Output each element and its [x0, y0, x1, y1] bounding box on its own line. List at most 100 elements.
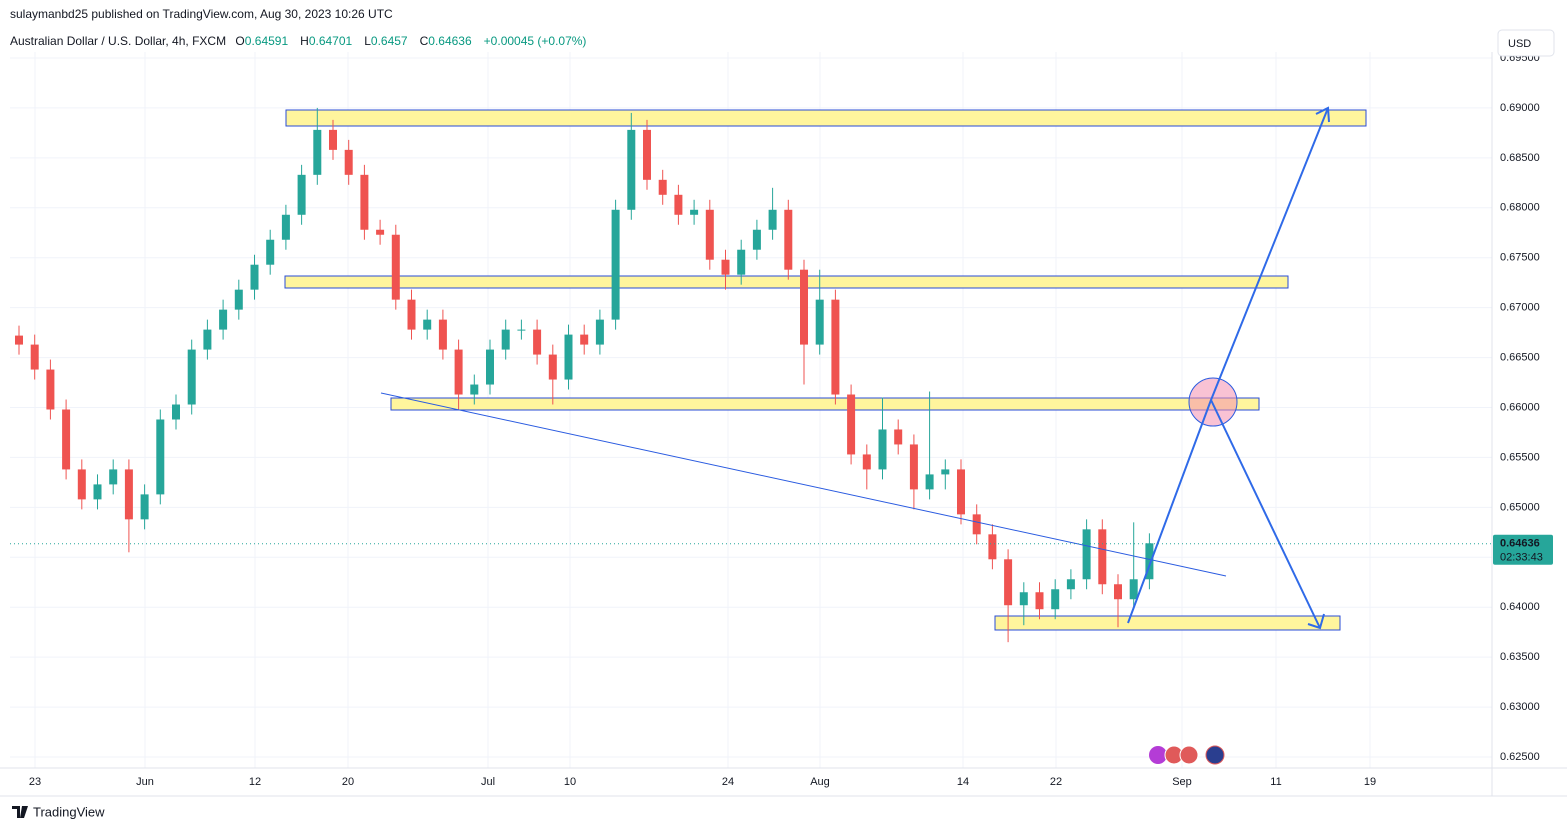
arrow-head [1315, 106, 1330, 123]
candle-body [705, 209, 714, 260]
x-tick-label: 11 [1270, 776, 1281, 788]
candle-body [250, 264, 259, 290]
candle-body [266, 239, 275, 265]
candle-body [564, 334, 573, 380]
candle-body [957, 469, 965, 515]
candles [15, 107, 1154, 643]
candle-body [329, 129, 337, 150]
zone [284, 275, 1289, 289]
x-tick-label: 14 [957, 776, 969, 788]
candle-body [627, 129, 636, 210]
candle-body [1098, 529, 1107, 585]
candle-body [297, 174, 306, 215]
candle-body [219, 309, 228, 330]
event-icon[interactable] [1149, 746, 1167, 764]
candle-body [1145, 543, 1154, 580]
candle-body [172, 404, 180, 420]
candle-body [486, 349, 494, 385]
candle-body [941, 469, 950, 475]
ohlc-item: C0.64636 [420, 34, 478, 48]
ohlc-label: C [419, 34, 429, 48]
countdown: 02:33:43 [1500, 552, 1543, 564]
candle-body [93, 484, 102, 500]
candle-body [988, 534, 997, 560]
candle-body [862, 454, 871, 470]
candle-body [894, 429, 903, 445]
candle-body [690, 209, 699, 215]
zone [285, 109, 1367, 127]
candle-body [140, 494, 149, 520]
x-tick-label: Aug [810, 776, 830, 788]
candle-body [30, 344, 39, 370]
y-tick-label: 0.63500 [1500, 651, 1540, 663]
event-icon[interactable] [1179, 745, 1199, 765]
candle-body [313, 129, 322, 175]
candle-body [800, 269, 808, 345]
candle-body [203, 329, 212, 350]
currency: USD [1508, 38, 1531, 50]
y-tick-label: 0.63000 [1500, 701, 1540, 713]
candle-body [737, 249, 746, 275]
ohlc-label: H [300, 34, 309, 48]
candle-body [1082, 529, 1091, 580]
ohlc-item: L0.6457 [364, 34, 413, 48]
y-tick-label: 0.66500 [1500, 351, 1540, 363]
candle-body [423, 319, 432, 330]
candle-body [595, 319, 604, 345]
candle-body [643, 129, 651, 180]
candle-body [438, 319, 447, 350]
brand: TradingView [33, 804, 105, 819]
x-tick-label: Sep [1172, 776, 1192, 788]
candle-body [580, 334, 589, 345]
ohlc-value: 0.6457 [370, 34, 408, 48]
arrow-head [1307, 613, 1325, 630]
x-tick-label: 23 [29, 776, 41, 788]
candle-body [391, 234, 400, 300]
y-tick-label: 0.66000 [1500, 401, 1540, 413]
candle-body [878, 429, 887, 470]
candle-body [234, 289, 243, 310]
ohlc-label: O [235, 34, 245, 48]
publisher: sulaymanbd25 published on TradingView.co… [10, 7, 393, 21]
candle-body [156, 419, 165, 495]
x-tick-label: 10 [564, 776, 576, 788]
candle-body [611, 209, 620, 320]
x-tick-label: 20 [342, 776, 354, 788]
y-tick-label: 0.67000 [1500, 302, 1540, 314]
candle-body [548, 354, 557, 380]
candle-body [360, 174, 369, 230]
candle-body [1035, 592, 1044, 610]
change: +0.00045 (+0.07%) [483, 34, 587, 48]
symbol-line: Australian Dollar / U.S. Dollar, 4h, FXC… [10, 34, 592, 48]
annotations [380, 106, 1330, 765]
x-tick-label: Jun [136, 776, 154, 788]
candle-body [77, 469, 86, 500]
zone [994, 615, 1341, 631]
candle-body [187, 349, 196, 405]
last-price-label: 0.64636 [1500, 538, 1540, 550]
candle-body [768, 209, 777, 230]
event-icon[interactable] [1205, 745, 1225, 765]
candle-body [15, 335, 23, 345]
ohlc-label: L [364, 34, 371, 48]
candle-body [517, 329, 526, 331]
candle-body [1019, 592, 1028, 606]
candle-body [925, 474, 934, 490]
candle-body [972, 514, 981, 535]
candle-body [407, 299, 416, 330]
arrow-path [1210, 399, 1321, 629]
candle-body [752, 229, 761, 250]
ohlc-value: 0.64591 [244, 34, 289, 48]
y-tick-label: 0.67500 [1500, 252, 1540, 264]
currency-button[interactable] [1497, 29, 1555, 57]
candle-body [281, 214, 290, 240]
ohlc-item: H0.64701 [300, 34, 358, 48]
candle-body [454, 349, 463, 395]
candle-body [62, 409, 71, 470]
x-tick-label: 24 [722, 776, 734, 788]
zone [390, 397, 1260, 411]
candle-body [501, 329, 510, 350]
y-tick-label: 0.65500 [1500, 451, 1540, 463]
